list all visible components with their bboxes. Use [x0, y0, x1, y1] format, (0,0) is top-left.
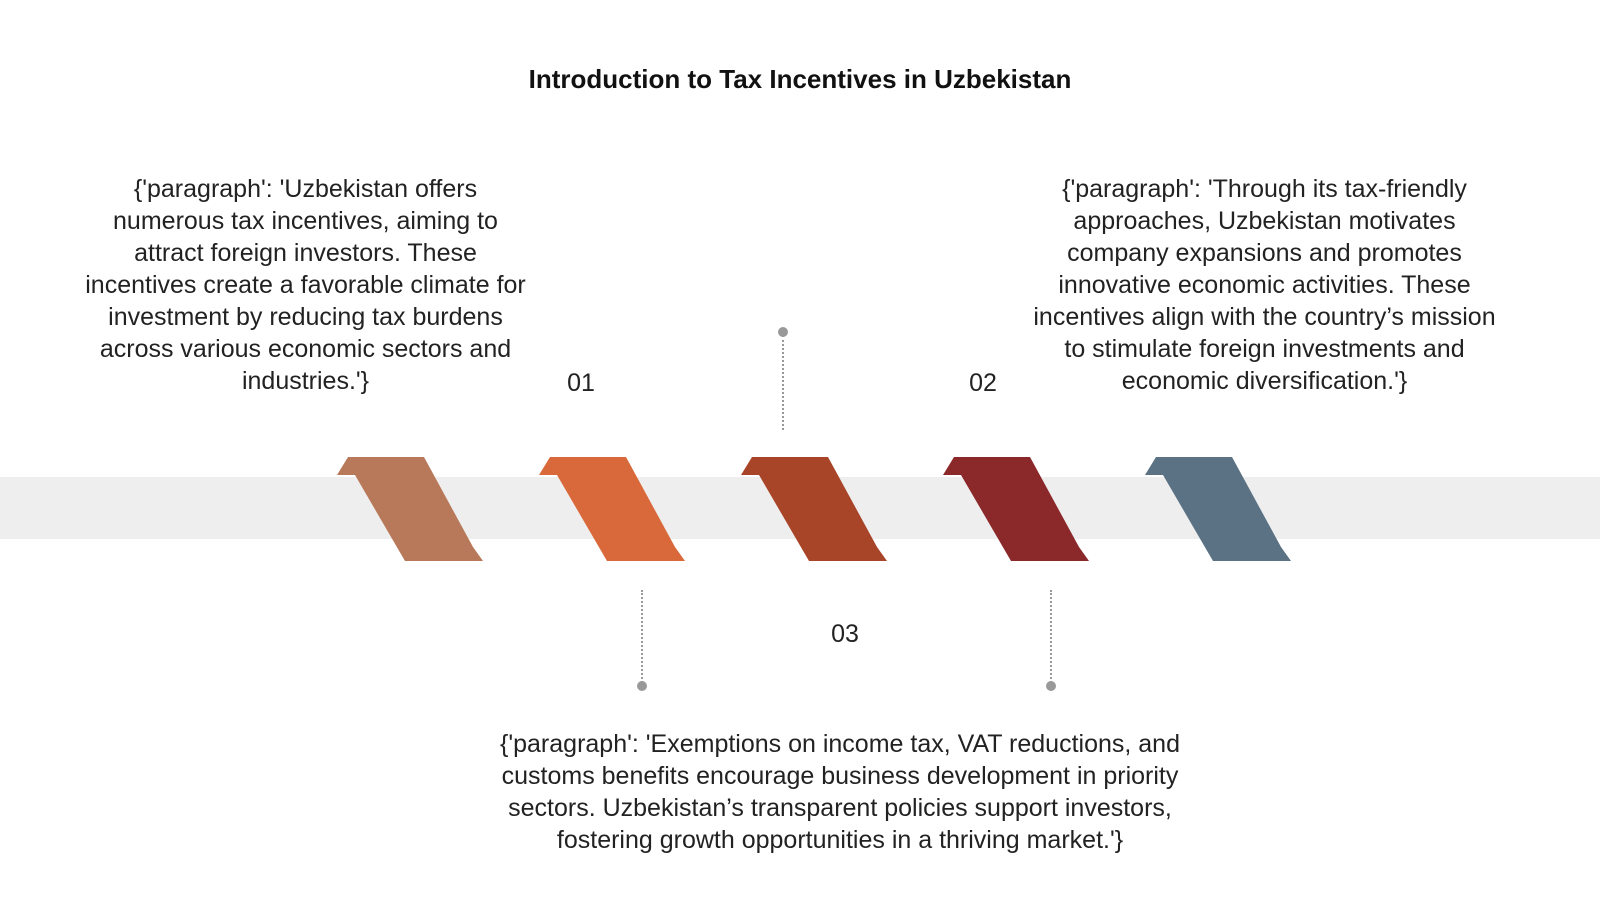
connector-dot-left — [637, 681, 647, 691]
connector-line-top — [782, 335, 784, 430]
chevron-1 — [337, 457, 483, 561]
paragraph-01: {'paragraph': 'Uzbekistan offers numerou… — [85, 175, 526, 395]
connector-line-left — [641, 590, 643, 683]
chevron-2 — [539, 457, 685, 561]
connector-line-right — [1050, 590, 1052, 683]
chevron-3 — [741, 457, 887, 561]
connector-dot-top — [778, 327, 788, 337]
step-number-01: 01 — [567, 369, 595, 397]
chevron-4 — [943, 457, 1089, 561]
paragraph-03: {'paragraph': 'Exemptions on income tax,… — [500, 730, 1180, 854]
connector-dot-right — [1046, 681, 1056, 691]
page-title: Introduction to Tax Incentives in Uzbeki… — [528, 64, 1072, 94]
step-number-02: 02 — [969, 369, 997, 397]
step-number-03: 03 — [831, 620, 859, 648]
chevron-5 — [1145, 457, 1291, 561]
paragraph-02: {'paragraph': 'Through its tax-friendly … — [1033, 175, 1496, 395]
